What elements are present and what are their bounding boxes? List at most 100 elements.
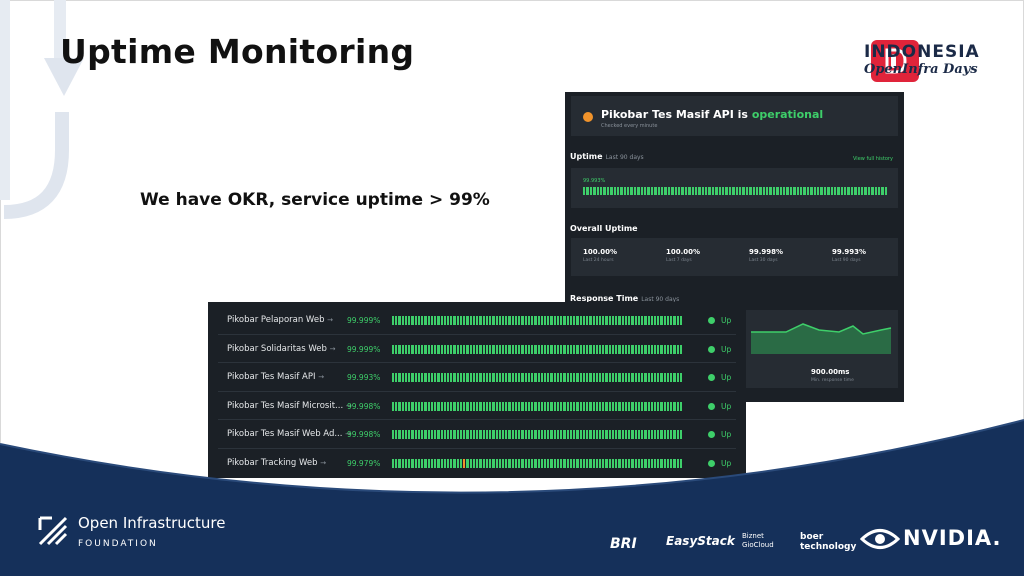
uptime-day-bar [576,401,579,411]
uptime-day-bar [670,316,673,325]
uptime-day-bar [671,187,674,195]
uptime-day-bar [560,344,563,354]
uptime-day-bar [676,459,679,468]
uptime-day-bar [417,344,421,354]
uptime-day-bar [443,344,446,354]
monitor-row[interactable]: Pikobar Solidaritas Web → 99.999% Up [208,335,746,364]
monitor-name[interactable]: Pikobar Tes Masif Microsit... → [227,401,352,411]
uptime-day-bar [608,344,611,354]
uptime-day-bar [592,373,595,383]
uptime-day-bar [550,316,553,325]
uptime-day-bar [472,459,476,468]
uptime-day-bar [547,459,550,468]
uptime-day-bar [599,401,602,411]
uptime-day-bar [718,187,722,195]
uptime-day-bar [459,401,463,411]
uptime-day-bar [556,344,560,354]
uptime-day-bar [608,373,611,383]
uptime-day-bar [573,316,576,325]
monitor-row[interactable]: Pikobar Tes Masif Microsit... → 99.998% … [208,392,746,421]
uptime-day-bar [437,316,440,325]
uptime-day-bar [566,316,569,325]
uptime-day-bar [837,187,840,195]
sponsor-easystack-logo: EasyStack [666,534,735,548]
uptime-day-bar [489,373,492,383]
uptime-day-bar [450,373,453,383]
monitor-name[interactable]: Pikobar Tes Masif API → [227,372,324,382]
uptime-day-bar [628,401,631,411]
monitor-uptime: 99.999% [347,316,381,325]
uptime-day-bar [392,344,395,354]
uptime-day-bar [492,373,495,383]
uptime-day-bar [456,430,459,440]
uptime-day-bar [414,344,417,354]
uptime-day-bar [404,401,408,411]
uptime-day-bar [544,316,547,325]
uptime-day-bar [466,373,469,383]
uptime-day-bar [589,430,592,440]
uptime-day-bar [437,344,440,354]
uptime-day-bar [430,459,434,468]
uptime-day-bar [637,187,640,195]
monitor-row[interactable]: Pikobar Tracking Web → 99.979% Up [208,449,746,478]
monitor-name[interactable]: Pikobar Pelaporan Web → [227,315,333,325]
uptime-day-bar [524,316,527,325]
uptime-day-bar [469,459,472,468]
status-subtitle: Checked every minute [601,123,658,129]
uptime-day-bar [498,344,501,354]
uptime-day-bar [569,344,573,354]
uptime-day-bar [586,316,589,325]
uptime-day-bar [456,344,459,354]
uptime-day-bar [569,459,573,468]
uptime-day-bar [657,430,660,440]
monitor-status: Up [721,430,732,440]
overall-period: Last 24 hours [583,258,614,263]
uptime-day-bar [392,459,395,468]
uptime-day-bar [498,459,501,468]
monitor-row[interactable]: Pikobar Tes Masif API → 99.993% Up [208,363,746,392]
overall-item: 100.00% Last 24 hours [583,248,617,263]
uptime-day-bar [640,187,644,195]
uptime-day-bar [569,373,573,383]
uptime-day-bar [508,459,511,468]
monitor-row[interactable]: Pikobar Pelaporan Web → 99.999% Up [208,306,746,335]
uptime-day-bar [653,459,657,468]
uptime-day-bar [479,430,482,440]
uptime-day-bar [560,373,563,383]
uptime-day-bar [783,187,786,195]
view-history-link[interactable]: View full history [853,156,893,162]
uptime-day-bar [489,430,492,440]
uptime-day-bar [398,401,401,411]
uptime-day-bar [459,344,463,354]
overall-item: 100.00% Last 7 days [666,248,700,263]
monitor-name[interactable]: Pikobar Tes Masif Web Ad... → [227,429,351,439]
uptime-day-bar [395,344,398,354]
uptime-day-bar [657,373,660,383]
uptime-day-bar [864,187,867,195]
monitor-status: Up [721,459,732,468]
monitor-name[interactable]: Pikobar Solidaritas Web → [227,344,335,354]
uptime-day-bar [401,430,404,440]
uptime-day-bar [463,316,466,325]
uptime-day-bar [586,459,589,468]
uptime-day-bar [573,344,576,354]
uptime-day-bar [421,430,424,440]
uptime-day-bar [624,401,628,411]
row-divider [218,447,736,449]
uptime-day-bar [456,459,459,468]
uptime-day-bar [531,401,534,411]
uptime-day-bar [616,187,620,195]
uptime-day-bar [427,459,430,468]
uptime-day-bar [595,459,598,468]
uptime-day-bar [556,316,560,325]
uptime-day-bar [524,459,527,468]
uptime-day-bar [599,373,602,383]
monitor-row[interactable]: Pikobar Tes Masif Web Ad... → 99.998% Up [208,420,746,449]
uptime-day-bar [663,316,666,325]
uptime-day-bar [628,373,631,383]
uptime-day-bar [518,430,521,440]
monitor-name[interactable]: Pikobar Tracking Web → [227,458,326,468]
uptime-day-bar [742,187,745,195]
uptime-day-bar [417,401,421,411]
uptime-day-bar [531,344,534,354]
